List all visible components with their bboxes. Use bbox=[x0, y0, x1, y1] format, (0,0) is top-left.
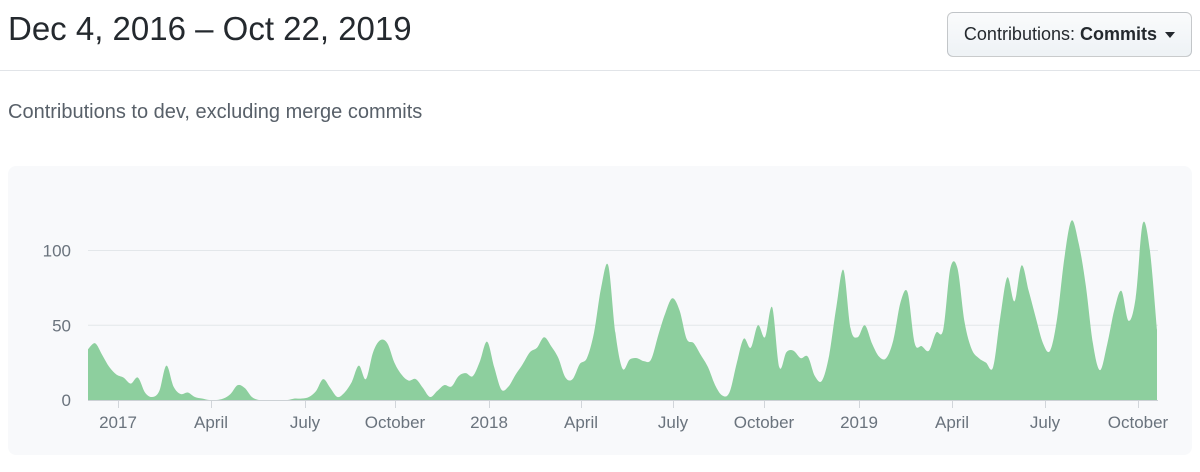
x-tick-label: October bbox=[734, 413, 795, 432]
title-divider bbox=[0, 70, 1200, 71]
y-tick-label: 100 bbox=[43, 242, 71, 261]
x-tick-label: April bbox=[935, 413, 969, 432]
chart-subtitle: Contributions to dev, excluding merge co… bbox=[8, 101, 423, 123]
x-tick-label: July bbox=[658, 413, 689, 432]
x-tick-label: April bbox=[564, 413, 598, 432]
x-tick-label: July bbox=[1030, 413, 1061, 432]
x-tick-label: 2017 bbox=[99, 413, 137, 432]
commits-area-path bbox=[88, 220, 1157, 400]
date-range-title: Dec 4, 2016 – Oct 22, 2019 bbox=[8, 10, 412, 47]
x-tick-label: July bbox=[290, 413, 321, 432]
filter-prefix-label: Contributions: bbox=[963, 24, 1075, 44]
x-tick-label: October bbox=[365, 413, 426, 432]
x-tick-label: 2018 bbox=[470, 413, 508, 432]
contributions-filter-button[interactable]: Contributions: Commits bbox=[946, 12, 1192, 57]
caret-down-icon bbox=[1165, 31, 1175, 38]
x-tick-label: October bbox=[1108, 413, 1169, 432]
y-tick-label: 0 bbox=[62, 391, 71, 410]
y-tick-label: 50 bbox=[52, 316, 71, 335]
filter-selected-label: Commits bbox=[1079, 24, 1157, 44]
x-tick-label: April bbox=[194, 413, 228, 432]
x-tick-label: 2019 bbox=[840, 413, 878, 432]
